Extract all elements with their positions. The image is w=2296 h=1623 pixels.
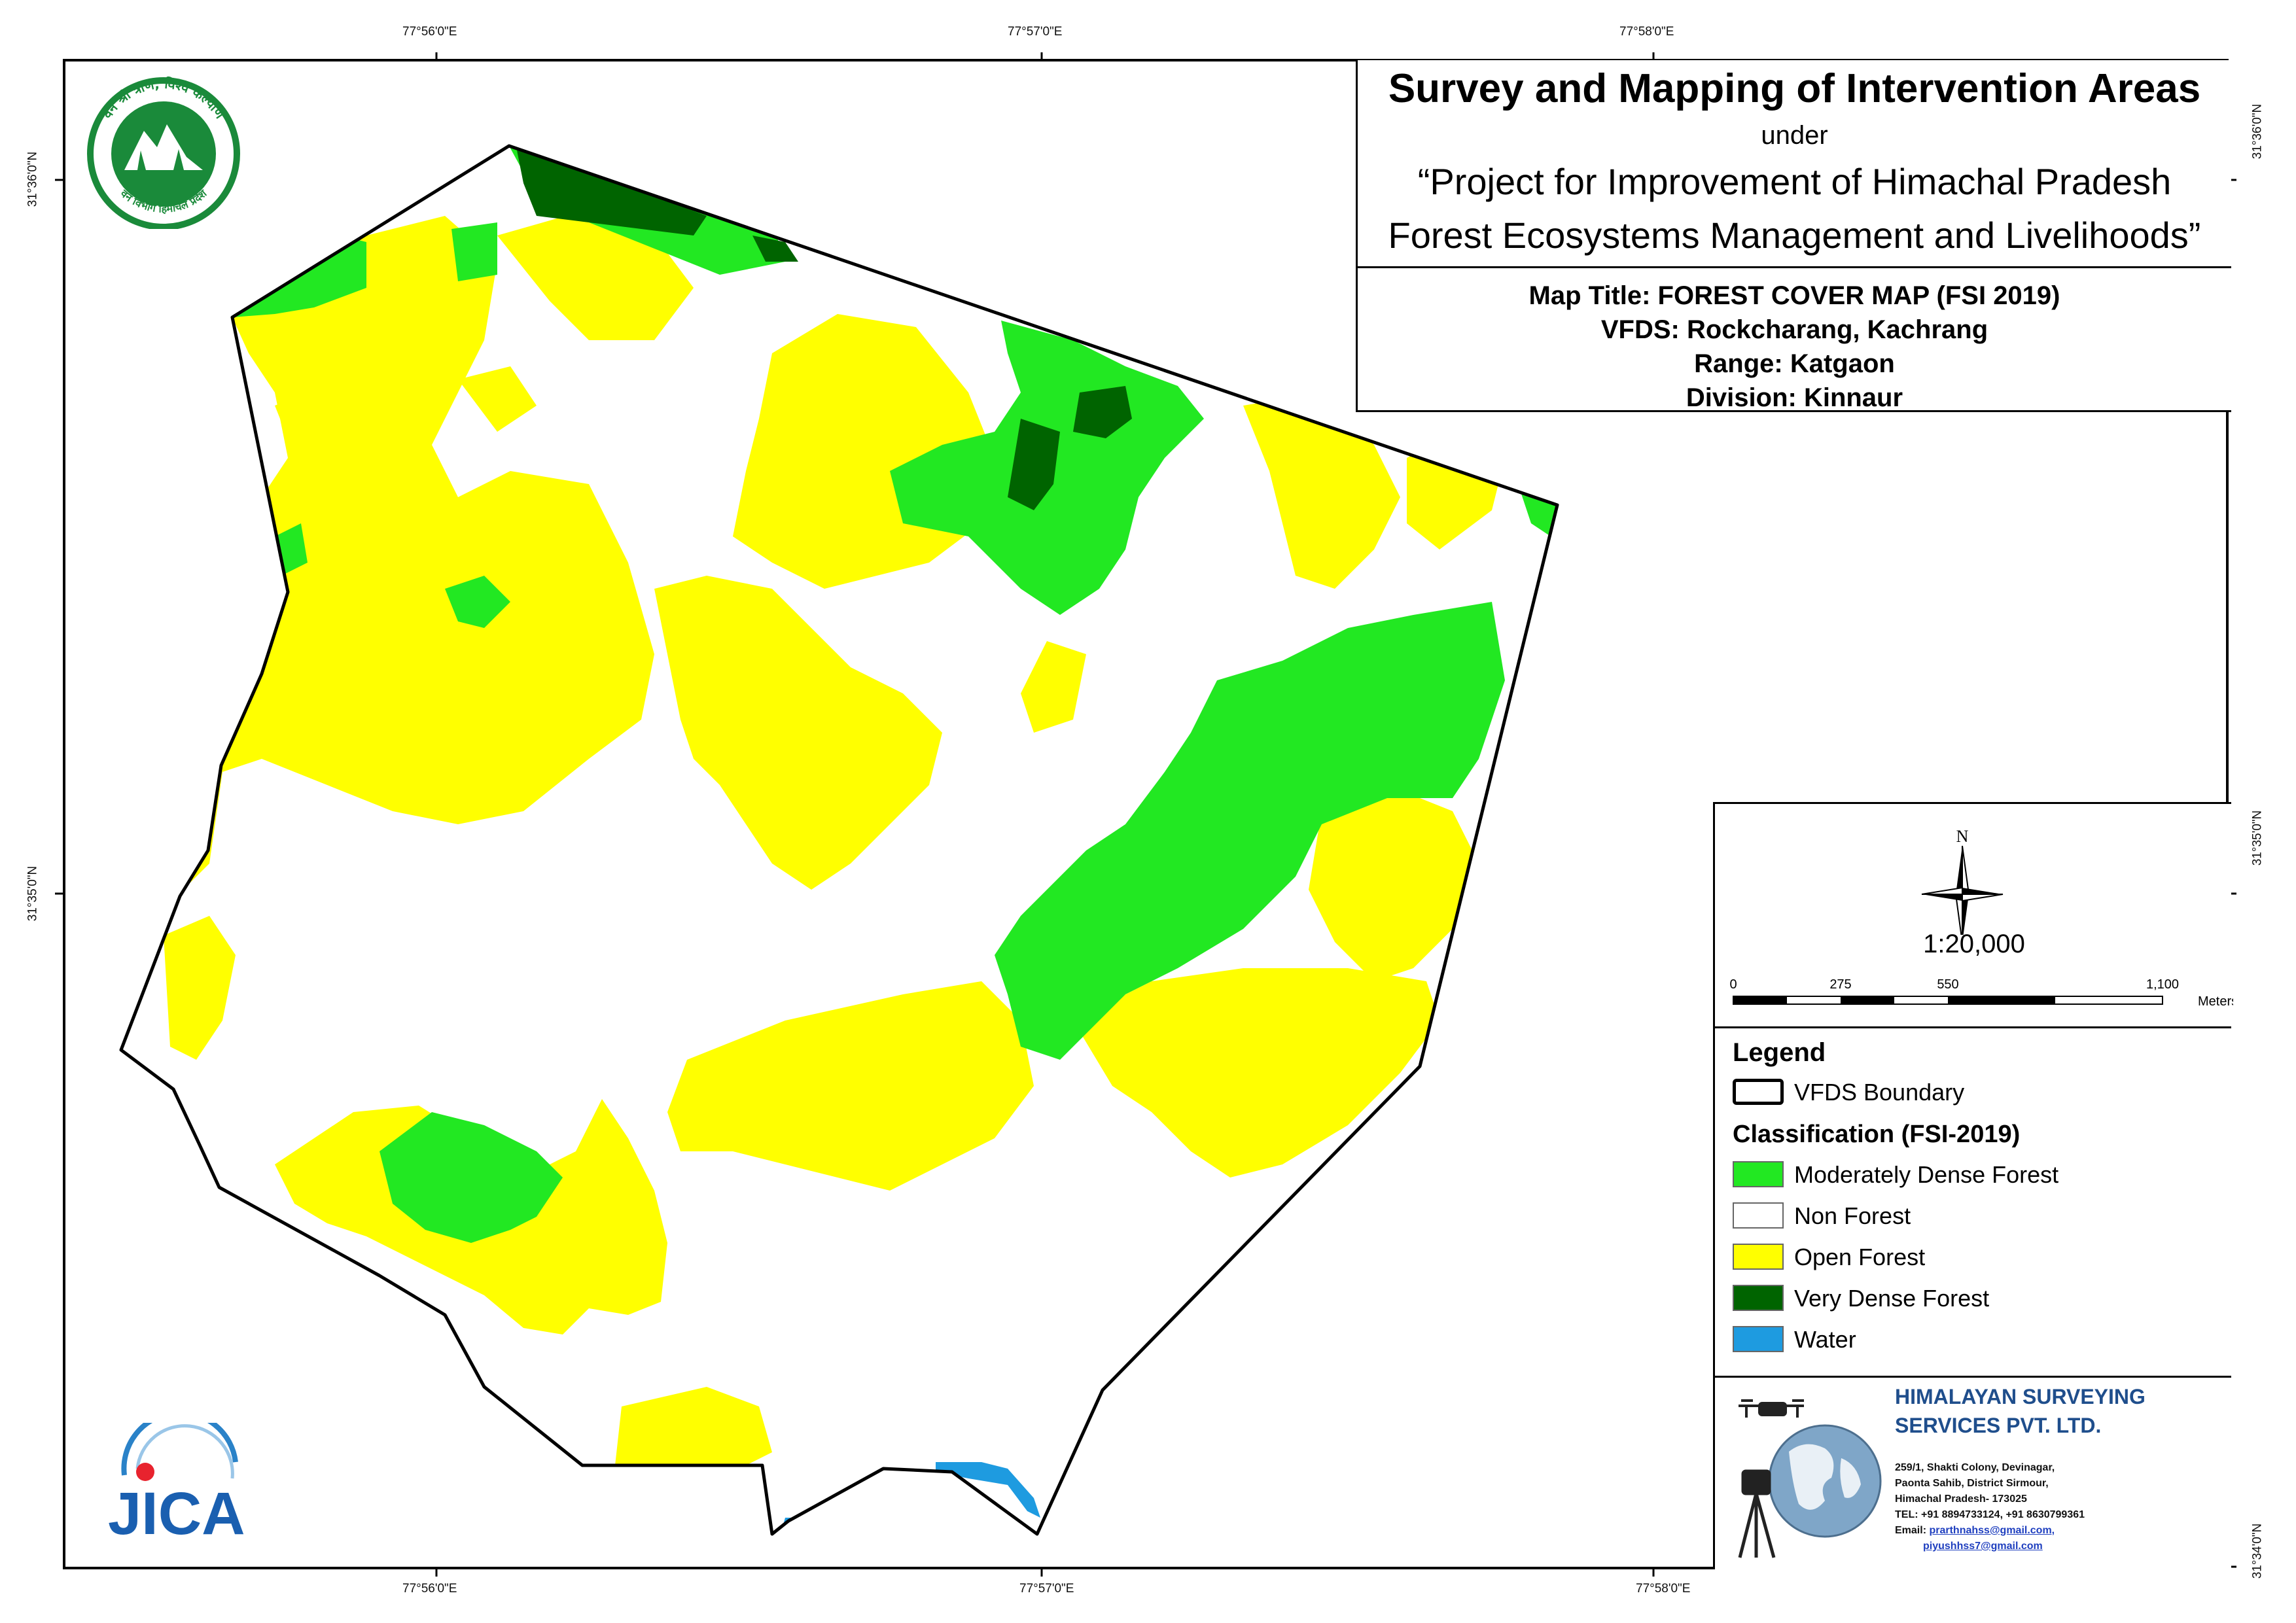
- north-label: N: [1956, 827, 1969, 846]
- coord-top-3: 77°58'0"E: [1619, 25, 1674, 39]
- company-name-line2: SERVICES PVT. LTD.: [1895, 1414, 2102, 1437]
- scale-tick-550: 550: [1937, 977, 1958, 992]
- map-info-panel: N 1:20,000 0 275 550 1,100 Meters: [1713, 802, 2238, 1569]
- company-email-row: Email: prarthnahss@gmail.com,: [1895, 1525, 2055, 1537]
- coord-bottom-3: 77°58'0"E: [1636, 1582, 1691, 1596]
- project-title-line2: Forest Ecosystems Management and Livelih…: [1388, 215, 2201, 256]
- scale-ratio: 1:20,000: [1923, 930, 2025, 958]
- boundary-swatch: [1733, 1079, 1784, 1105]
- map-info: Map Title: FOREST COVER MAP (FSI 2019) V…: [1358, 268, 2231, 415]
- company-logo: [1727, 1386, 1897, 1563]
- scale-bar: 0 275 550 1,100 Meters: [1715, 975, 2238, 1015]
- coord-top-2: 77°57'0"E: [1008, 25, 1063, 39]
- map-title: Map Title: FOREST COVER MAP (FSI 2019): [1528, 281, 2060, 310]
- email-link-2[interactable]: piyushhss7@gmail.com: [1923, 1541, 2043, 1552]
- legend-title: Legend: [1733, 1038, 1826, 1067]
- coord-right-2: 31°35'0"N: [2250, 810, 2265, 866]
- boundary-label: VFDS Boundary: [1794, 1079, 1965, 1106]
- coord-top-1: 77°56'0"E: [402, 25, 457, 39]
- non-forest-swatch: [1733, 1202, 1784, 1229]
- moderately-dense-forest-label: Moderately Dense Forest: [1794, 1161, 2059, 1188]
- company-address-1: 259/1, Shakti Colony, Devinagar,: [1895, 1462, 2055, 1473]
- company-address-3: Himachal Pradesh- 173025: [1895, 1493, 2027, 1505]
- tripod-icon: [1738, 1469, 1776, 1558]
- very-dense-forest-swatch: [1733, 1285, 1784, 1311]
- panel-separator: [1715, 1026, 2231, 1028]
- project-title-line1: “Project for Improvement of Himachal Pra…: [1417, 161, 2172, 202]
- graticule-ticks: [55, 52, 2236, 1577]
- vfds-boundary[interactable]: [119, 144, 1559, 1536]
- non-forest-label: Non Forest: [1794, 1202, 1911, 1229]
- email-label: Email:: [1895, 1525, 1927, 1536]
- coord-left-2: 31°35'0"N: [26, 865, 40, 922]
- coord-right-1: 31°36'0"N: [2250, 103, 2265, 160]
- title-header: Survey and Mapping of Intervention Areas…: [1358, 60, 2231, 268]
- company-email-row-2: piyushhss7@gmail.com: [1923, 1541, 2043, 1552]
- company-tel: TEL: +91 8894733124, +91 8630799361: [1895, 1509, 2085, 1520]
- compass-icon: [1921, 845, 2004, 943]
- water-swatch: [1733, 1326, 1784, 1352]
- north-arrow: N: [1715, 817, 2233, 943]
- open-forest-areas: [150, 209, 1505, 1472]
- scale-tick-275: 275: [1829, 977, 1851, 992]
- very-dense-forest-areas: [517, 150, 1132, 510]
- main-title: Survey and Mapping of Intervention Areas: [1388, 66, 2201, 111]
- coord-bottom-2: 77°57'0"E: [1019, 1582, 1074, 1596]
- drone-icon: [1739, 1399, 1804, 1418]
- very-dense-forest-label: Very Dense Forest: [1794, 1285, 1990, 1312]
- under-text: under: [1761, 121, 1828, 150]
- jica-logo: JICA: [98, 1410, 249, 1547]
- coord-bottom-1: 77°56'0"E: [402, 1582, 457, 1596]
- company-name-line1: HIMALAYAN SURVEYING: [1895, 1385, 2146, 1408]
- globe-icon: [1768, 1424, 1882, 1538]
- open-forest-label: Open Forest: [1794, 1244, 1926, 1270]
- water-label: Water: [1794, 1326, 1856, 1353]
- title-block: Survey and Mapping of Intervention Areas…: [1356, 60, 2231, 412]
- vfds-name: VFDS: Rockcharang, Kachrang: [1600, 315, 1988, 344]
- classification-title: Classification (FSI-2019): [1733, 1121, 2021, 1148]
- forest-department-logo: वन श्री त्राण, विश्व कल्याण वन विभाग हिम…: [75, 72, 252, 230]
- scale-tick-0: 0: [1729, 977, 1737, 992]
- panel-separator-2: [1715, 1376, 2231, 1378]
- company-address-2: Paonta Sahib, District Sirmour,: [1895, 1478, 2049, 1489]
- coord-right-3: 31°34'0"N: [2250, 1523, 2265, 1579]
- coord-left-1: 31°36'0"N: [26, 151, 40, 207]
- range-name: Range: Katgaon: [1694, 349, 1895, 378]
- open-forest-swatch: [1733, 1244, 1784, 1270]
- moderately-dense-forest-swatch: [1733, 1161, 1784, 1187]
- scale-unit: Meters: [2198, 994, 2233, 1009]
- email-link-1[interactable]: prarthnahss@gmail.com,: [1929, 1525, 2055, 1536]
- division-name: Division: Kinnaur: [1686, 383, 1903, 412]
- jica-text: JICA: [108, 1480, 245, 1547]
- scale-tick-1100: 1,100: [2146, 977, 2179, 992]
